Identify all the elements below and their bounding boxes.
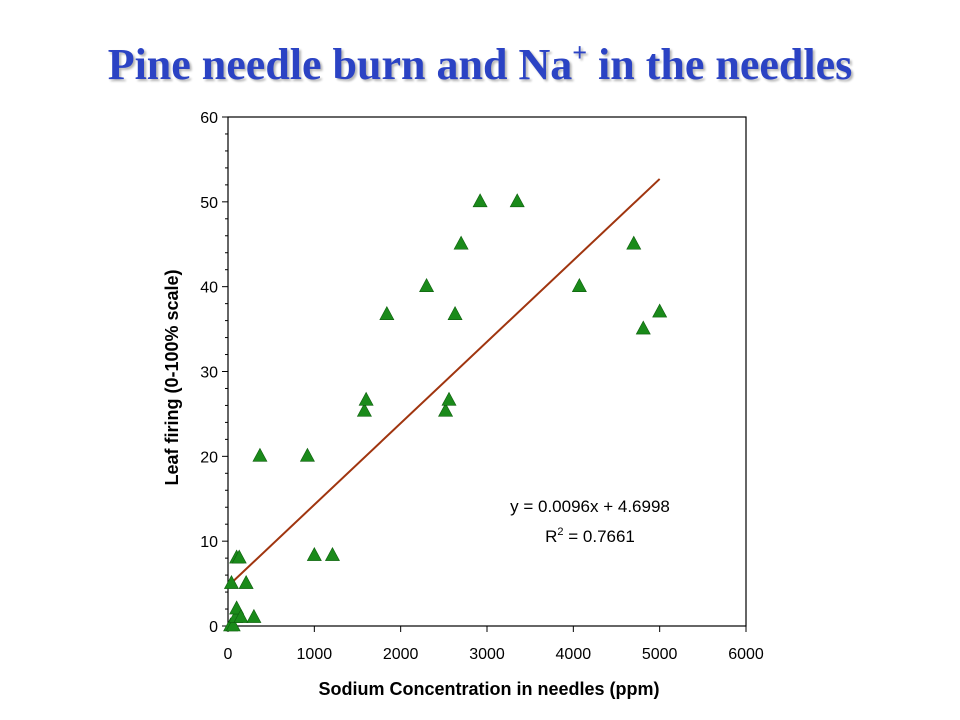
r2-value: = 0.7661: [564, 527, 635, 546]
r2-superscript: 2: [557, 526, 563, 538]
x-tick-label: 0: [224, 646, 233, 663]
trendline-equation: y = 0.0096x + 4.6998: [510, 497, 670, 516]
y-tick-label: 50: [200, 195, 218, 212]
data-point: [299, 447, 315, 462]
title-superscript: +: [572, 38, 588, 67]
data-point: [453, 235, 469, 250]
data-point: [238, 574, 254, 589]
data-point: [509, 193, 525, 208]
y-tick-label: 60: [200, 110, 218, 127]
data-point: [356, 402, 372, 417]
data-point: [447, 306, 463, 320]
trendline: [227, 178, 661, 587]
x-tick-label: 1000: [297, 646, 333, 663]
data-point: [571, 278, 587, 292]
data-points: [223, 193, 668, 632]
x-axis-ticks: 0 1000 2000 3000 4000 5000 6000: [224, 626, 764, 663]
data-point: [246, 608, 262, 623]
data-point: [379, 306, 395, 320]
data-point: [225, 617, 241, 632]
data-point: [306, 546, 322, 561]
title-rest: in the needles: [587, 40, 853, 89]
y-axis-ticks: 0 10 20 30 40 50 60: [200, 110, 228, 636]
y-tick-label: 10: [200, 534, 218, 551]
y-tick-label: 0: [209, 619, 218, 636]
data-point: [472, 193, 488, 208]
data-point: [441, 391, 457, 406]
data-point: [626, 235, 642, 250]
x-tick-label: 4000: [556, 646, 592, 663]
data-point: [419, 278, 435, 292]
data-point: [231, 549, 247, 564]
r-squared-label: R2 = 0.7661: [545, 526, 635, 546]
x-axis-title: Sodium Concentration in needles (ppm): [318, 679, 659, 699]
data-point: [233, 608, 249, 623]
y-tick-label: 30: [200, 365, 218, 382]
slide-title: Pine needle burn and Na+ in the needles: [0, 40, 960, 87]
y-tick-label: 20: [200, 449, 218, 466]
data-point: [252, 447, 268, 462]
data-point: [438, 402, 454, 417]
plot-frame: [227, 116, 747, 627]
data-point: [223, 574, 239, 589]
y-tick-label: 40: [200, 280, 218, 297]
x-tick-label: 2000: [383, 646, 419, 663]
y-axis-title: Leaf firing (0-100% scale): [162, 269, 182, 485]
title-main: Pine needle burn and Na: [107, 40, 573, 89]
data-point: [324, 546, 340, 561]
data-point: [652, 303, 668, 318]
data-point: [358, 391, 374, 406]
x-tick-label: 5000: [642, 646, 678, 663]
x-tick-label: 6000: [728, 646, 764, 663]
r2-r: R: [545, 527, 557, 546]
data-point: [635, 320, 651, 335]
x-tick-label: 3000: [469, 646, 505, 663]
